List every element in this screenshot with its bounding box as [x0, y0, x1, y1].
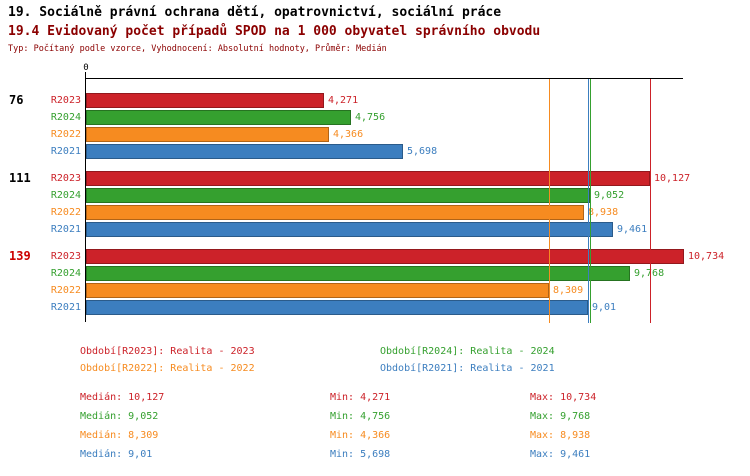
series-label: R2023	[50, 251, 81, 262]
bar-R2021	[86, 222, 613, 237]
bar-row-139-R2023: R2023 10,734	[51, 249, 724, 264]
legend-item-R2024: Období[R2024]: Realita - 2024	[380, 346, 555, 357]
median-line-R2021	[588, 79, 589, 323]
legend: Období[R2023]: Realita - 2023 Období[R202…	[0, 346, 750, 382]
bar-R2022	[86, 283, 549, 298]
bar-row-76-R2023: R2023 4,271	[51, 93, 683, 108]
series-label: R2024	[50, 112, 81, 123]
bar-row-111-R2024: R2024 9,052	[51, 188, 683, 203]
stat-min-R2021: Min: 5,698	[330, 449, 391, 460]
series-label: R2021	[50, 302, 81, 313]
bar-R2024	[86, 266, 630, 281]
bar-row-111-R2022: R2022 8,938	[51, 205, 683, 220]
legend-item-R2023: Období[R2023]: Realita - 2023	[80, 346, 255, 357]
stats-table: Medián: 10,127 Min: 4,271 Max: 10,734 Mediá…	[0, 392, 750, 472]
stat-median-R2022: Medián: 8,309	[80, 430, 159, 441]
bar-R2021	[86, 300, 588, 315]
bar-R2024	[86, 110, 351, 125]
bar-value-label: 5,698	[407, 146, 438, 157]
group-label-111: 111	[9, 171, 31, 185]
stat-max-R2021: Max: 9,461	[530, 449, 591, 460]
group-label-76: 76	[9, 93, 24, 107]
bar-R2023	[86, 249, 684, 264]
axis-tick	[85, 72, 86, 78]
chart-title: 19. Sociálně právní ochrana dětí, opatro…	[8, 5, 502, 20]
bar-value-label: 4,271	[328, 95, 359, 106]
series-label: R2023	[50, 95, 81, 106]
stat-max-R2024: Max: 9,768	[530, 411, 591, 422]
series-label: R2024	[50, 190, 81, 201]
bar-value-label: 4,756	[355, 112, 386, 123]
stat-median-R2024: Medián: 9,052	[80, 411, 159, 422]
stat-median-R2023: Medián: 10,127	[80, 392, 165, 403]
group-label-139: 139	[9, 249, 31, 263]
bar-value-label: 9,768	[634, 266, 664, 281]
stat-min-R2024: Min: 4,756	[330, 411, 391, 422]
bar-R2022	[86, 205, 584, 220]
series-label: R2023	[50, 173, 81, 184]
series-label: R2022	[50, 207, 81, 218]
bar-value-label: 4,366	[333, 129, 364, 140]
stat-max-R2022: Max: 8,938	[530, 430, 591, 441]
series-label: R2022	[50, 285, 81, 296]
stat-min-R2023: Min: 4,271	[330, 392, 391, 403]
stat-min-R2022: Min: 4,366	[330, 430, 391, 441]
series-label: R2022	[50, 129, 81, 140]
bar-row-111-R2023: R2023 10,127	[51, 171, 690, 186]
bar-value-label: 10,734	[688, 251, 725, 262]
bar-value-label: 9,01	[592, 302, 617, 313]
bar-row-76-R2022: R2022 4,366	[51, 127, 683, 142]
bar-value-label: 8,938	[588, 207, 619, 218]
bar-R2023	[86, 171, 650, 186]
bar-R2024	[86, 188, 590, 203]
bar-value-label: 9,052	[594, 190, 625, 201]
bar-value-label: 9,461	[617, 224, 648, 235]
median-line-R2023	[650, 79, 651, 323]
median-line-R2024	[590, 79, 591, 323]
bar-R2022	[86, 127, 329, 142]
bar-row-76-R2024: R2024 4,756	[51, 110, 683, 125]
bar-value-label: 8,309	[553, 285, 584, 296]
legend-item-R2021: Období[R2021]: Realita - 2021	[380, 363, 555, 374]
legend-item-R2022: Období[R2022]: Realita - 2022	[80, 363, 255, 374]
bar-row-139-R2021: R2021 9,01	[51, 300, 683, 315]
bar-row-139-R2024: R2024 9,768	[51, 266, 683, 281]
stat-max-R2023: Max: 10,734	[530, 392, 597, 403]
bar-value-label: 10,127	[654, 173, 691, 184]
series-label: R2021	[50, 224, 81, 235]
median-line-R2022	[549, 79, 550, 323]
bar-R2021	[86, 144, 403, 159]
stat-median-R2021: Medián: 9,01	[80, 449, 153, 460]
axis-origin-label: 0	[83, 63, 89, 73]
series-label: R2021	[50, 146, 81, 157]
chart-subtitle: 19.4 Evidovaný počet případů SPOD na 1 0…	[8, 24, 541, 39]
series-label: R2024	[50, 268, 81, 279]
bar-row-139-R2022: R2022 8,309	[51, 283, 683, 298]
chart-meta: Typ: Počítaný podle vzorce, Vyhodnocení:…	[8, 44, 387, 54]
bar-R2023	[86, 93, 324, 108]
bar-row-76-R2021: R2021 5,698	[51, 144, 683, 159]
bar-row-111-R2021: R2021 9,461	[51, 222, 683, 237]
plot-area: 0 76 R2023 4,271 R2024 4,756 R2022 4,366 R2021 5…	[9, 63, 724, 323]
